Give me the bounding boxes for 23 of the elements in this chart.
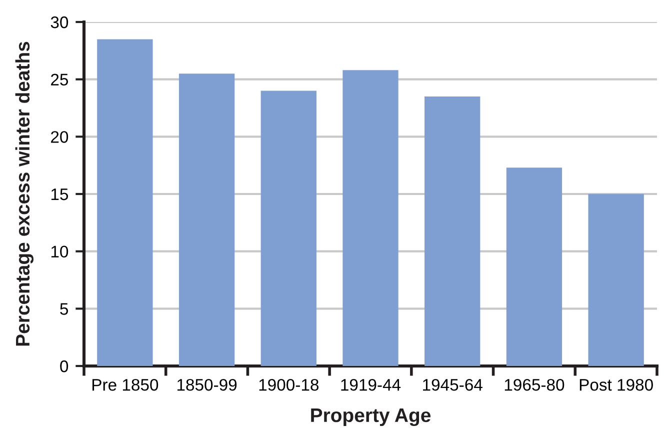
bar	[97, 39, 153, 366]
x-tick-label: 1900-18	[259, 378, 319, 391]
x-tick-label: Pre 1850	[92, 378, 158, 391]
x-tick-label: 1965-80	[504, 378, 564, 391]
bar	[178, 74, 235, 366]
x-axis-title: Property Age	[311, 408, 431, 426]
bar	[506, 168, 562, 366]
y-tick-label: 20	[51, 131, 68, 143]
y-tick-label: 10	[51, 246, 68, 258]
x-tick-label: Post 1980	[580, 378, 653, 391]
y-tick-label: 0	[60, 360, 68, 372]
bar	[260, 90, 316, 366]
y-tick-label: 5	[60, 303, 68, 315]
y-tick-label: 25	[51, 74, 68, 86]
x-tick-label: 1919-44	[341, 378, 401, 391]
y-axis-title: Percentage excess winter deaths	[15, 42, 34, 346]
x-tick-label: 1945-64	[423, 378, 482, 391]
bar	[342, 70, 398, 366]
y-tick-label: 15	[51, 188, 68, 200]
bar	[588, 194, 644, 366]
x-tick-label: 1850-99	[177, 378, 237, 391]
y-tick-label: 30	[50, 16, 68, 28]
bar	[424, 96, 480, 366]
